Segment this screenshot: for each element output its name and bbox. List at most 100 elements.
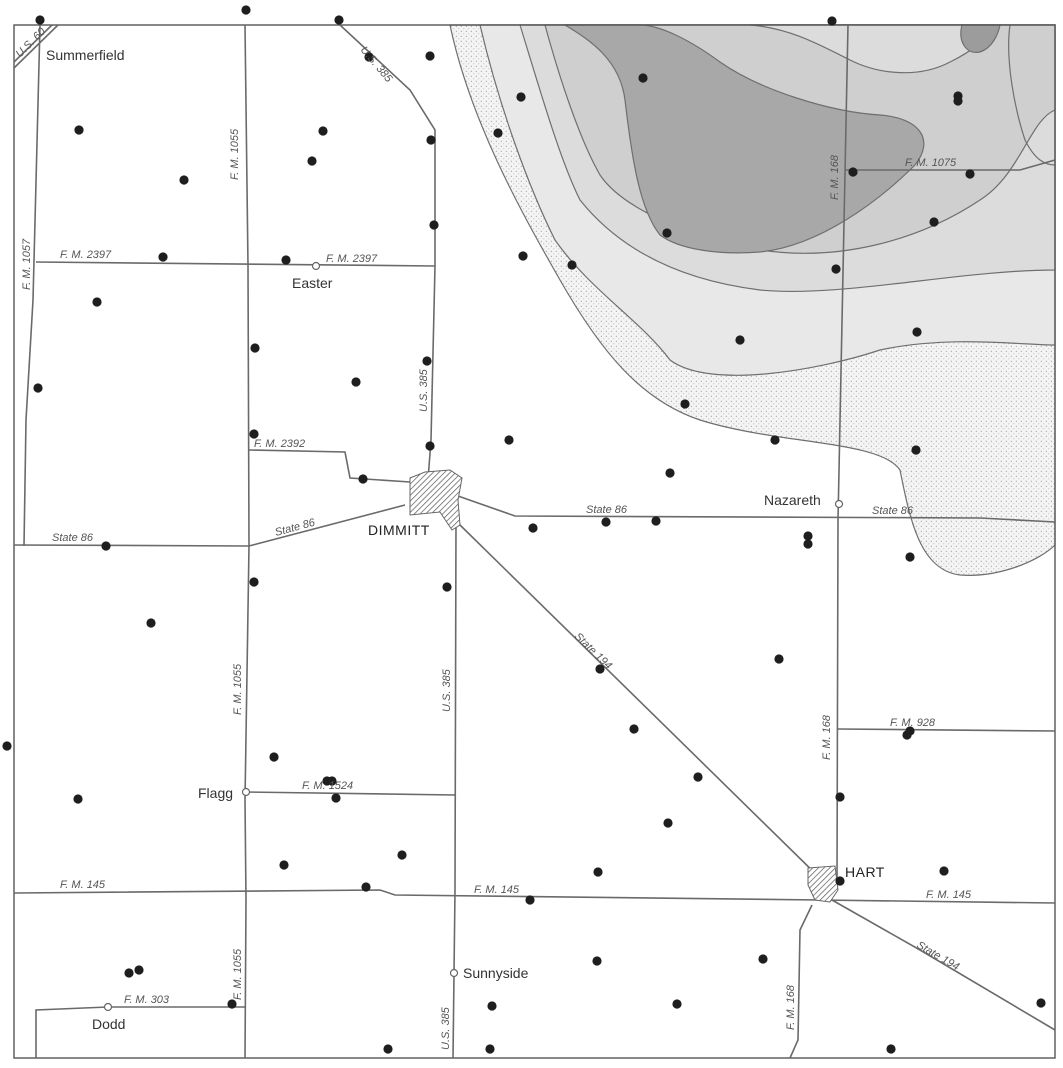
town-label-hart: HART: [845, 864, 885, 880]
road-label-fm1075: F. M. 1075: [905, 157, 957, 169]
well-point: [74, 125, 84, 135]
well-point: [835, 792, 845, 802]
road-label-fm145-east: F. M. 145: [926, 889, 972, 901]
well-point: [485, 1044, 495, 1054]
road-label-fm1055-south: F. M. 1055: [232, 663, 244, 715]
road-fm303: [35, 1006, 245, 1058]
well-point: [351, 377, 361, 387]
well-point: [227, 999, 237, 1009]
well-point: [279, 860, 289, 870]
flagg-marker: [241, 787, 251, 797]
road-label-fm168-south: F. M. 168: [785, 984, 797, 1030]
well-point: [397, 850, 407, 860]
well-point: [770, 435, 780, 445]
road-fm1055-south: [244, 545, 250, 1059]
road-state194-northwest: [459, 524, 827, 885]
well-point: [595, 664, 605, 674]
well-point: [680, 399, 690, 409]
road-label-fm1055-far-south: F. M. 1055: [232, 948, 244, 1000]
road-fm1055-north: [244, 24, 250, 547]
town-label-dimmitt: DIMMITT: [368, 522, 430, 538]
well-point: [331, 793, 341, 803]
well-point: [567, 260, 577, 270]
well-point: [487, 1001, 497, 1011]
road-label-state194-north: State 194: [572, 631, 614, 672]
sunnyside-marker: [449, 968, 459, 978]
town-label-nazareth: Nazareth: [764, 492, 821, 508]
road-label-fm168-north: F. M. 168: [829, 154, 841, 200]
well-point: [848, 167, 858, 177]
map-frame: [13, 24, 1056, 1059]
road-label-fm2392: F. M. 2392: [254, 438, 305, 450]
well-point: [516, 92, 526, 102]
well-point: [886, 1044, 896, 1054]
well-point: [1036, 998, 1046, 1008]
road-label-us385-far-south: U.S. 385: [440, 1006, 452, 1050]
road-label-state86-mid: State 86: [274, 516, 318, 538]
road-label-fm145-west: F. M. 145: [60, 879, 106, 891]
well-point: [318, 126, 328, 136]
well-point: [179, 175, 189, 185]
road-label-fm1524: F. M. 1524: [302, 780, 353, 792]
well-point: [249, 577, 259, 587]
well-point: [827, 16, 837, 26]
road-label-fm1057: F. M. 1057: [21, 238, 33, 290]
well-point: [281, 255, 291, 265]
well-point: [426, 135, 436, 145]
well-point: [327, 776, 337, 786]
road-label-fm303: F. M. 303: [124, 994, 170, 1006]
road-fm1057: [23, 24, 41, 547]
well-point: [307, 156, 317, 166]
well-point: [134, 965, 144, 975]
well-point: [803, 539, 813, 549]
dodd-marker: [103, 1002, 113, 1012]
road-us60-b: [13, 24, 59, 69]
nazareth-marker: [834, 499, 844, 509]
road-state194-southeast: [831, 899, 1056, 1031]
well-point: [493, 128, 503, 138]
well-point: [73, 794, 83, 804]
road-state86-west: [13, 504, 406, 547]
well-point: [953, 96, 963, 106]
town-label-sunnyside: Sunnyside: [463, 965, 529, 981]
road-label-fm2397-east: F. M. 2397: [326, 253, 378, 265]
road-fm145: [13, 889, 1056, 904]
well-point: [965, 169, 975, 179]
road-label-us385-south: U.S. 385: [441, 668, 453, 712]
well-point: [651, 516, 661, 526]
road-state86-east: [457, 495, 1056, 523]
well-point: [269, 752, 279, 762]
road-label-fm145-mid: F. M. 145: [474, 884, 520, 896]
well-point: [735, 335, 745, 345]
road-us385-south: [452, 519, 457, 1059]
well-point: [663, 818, 673, 828]
well-point: [422, 356, 432, 366]
well-point: [241, 5, 251, 15]
well-point: [912, 327, 922, 337]
well-point: [442, 582, 452, 592]
contour-shading: [449, 24, 1056, 576]
road-fm2397: [35, 261, 436, 267]
contour-spot: [960, 24, 1001, 53]
town-label-flagg: Flagg: [198, 785, 233, 801]
well-point: [504, 435, 514, 445]
well-point: [146, 618, 156, 628]
well-point: [929, 217, 939, 227]
well-point: [429, 220, 439, 230]
well-point: [361, 882, 371, 892]
well-point: [638, 73, 648, 83]
well-point: [905, 726, 915, 736]
town-labels: Summerfield Easter DIMMITT Nazareth Flag…: [46, 47, 885, 1032]
road-label-state194-south: State 194: [915, 939, 962, 973]
town-label-summerfield: Summerfield: [46, 47, 125, 63]
road-label-state86-east: State 86: [586, 504, 628, 516]
road-label-fm2397-west: F. M. 2397: [60, 249, 112, 261]
road-fm1524: [245, 791, 456, 796]
contour-band-5: [562, 24, 925, 254]
road-fm1075: [845, 159, 1056, 171]
well-point: [364, 52, 374, 62]
well-point: [92, 297, 102, 307]
well-point: [831, 264, 841, 274]
road-fm168: [836, 24, 849, 881]
